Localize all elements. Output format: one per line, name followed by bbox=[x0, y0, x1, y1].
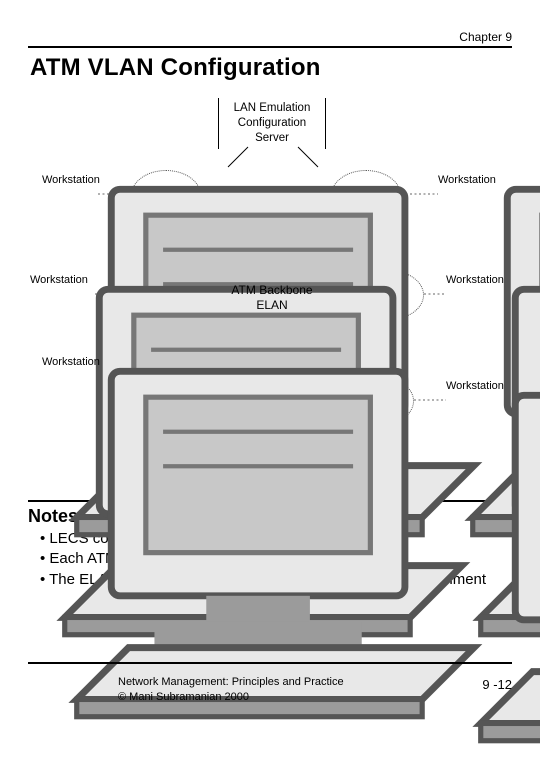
workstation: Workstation bbox=[42, 172, 114, 186]
workstation-icon bbox=[30, 272, 514, 652]
rule-bottom bbox=[28, 662, 512, 664]
backbone-label: ATM Backbone ELAN bbox=[217, 283, 327, 313]
notes-heading: Notes bbox=[28, 506, 512, 527]
workstation: Workstation bbox=[446, 378, 518, 392]
backbone-line: ATM Backbone bbox=[217, 283, 327, 298]
page-number: 9 -12 bbox=[482, 677, 512, 692]
workstation-icon bbox=[446, 272, 540, 652]
workstation-icon bbox=[438, 172, 540, 552]
workstation: Workstation bbox=[42, 354, 114, 368]
workstation-label: Workstation bbox=[446, 274, 518, 286]
rule-mid bbox=[28, 500, 512, 502]
page-title: ATM VLAN Configuration bbox=[30, 54, 512, 82]
note-item: • Each ATM switch has an interface to AT… bbox=[32, 549, 512, 569]
workstation: Workstation bbox=[446, 272, 518, 286]
vlan-node: VLAN bbox=[354, 270, 424, 320]
workstation-label: Workstation bbox=[42, 174, 114, 186]
footer: 9 -12 Network Management: Principles and… bbox=[28, 675, 512, 704]
lecs-line: LAN Emulation bbox=[223, 101, 321, 116]
vlan-node: VLAN bbox=[344, 376, 414, 426]
chapter-label: Chapter 9 bbox=[28, 30, 512, 44]
footer-line: © Mani Subramanian 2000 bbox=[118, 690, 512, 704]
backbone-line: ELAN bbox=[217, 298, 327, 313]
workstation-label: Workstation bbox=[446, 380, 518, 392]
diagram: LAN Emulation Configuration Server VLAN V… bbox=[28, 92, 512, 472]
note-item: • The ELAN backbone and all LANs on it a… bbox=[32, 570, 512, 590]
note-item: • LECS configured to form VLAN groups bbox=[32, 529, 512, 549]
workstation-label: Workstation bbox=[30, 274, 102, 286]
workstation: Workstation bbox=[30, 272, 102, 286]
lecs-line: Configuration bbox=[223, 116, 321, 131]
notes-list: • LECS configured to form VLAN groups• E… bbox=[32, 529, 512, 590]
vlan-node: VLAN bbox=[131, 354, 201, 404]
workstation-label: Workstation bbox=[438, 174, 510, 186]
workstation: Workstation bbox=[438, 172, 510, 186]
rule-top bbox=[28, 46, 512, 48]
lecs-line: Server bbox=[223, 131, 321, 146]
lecs-box: LAN Emulation Configuration Server bbox=[218, 98, 326, 149]
vlan-node: VLAN bbox=[118, 270, 188, 320]
workstation-icon bbox=[42, 172, 526, 552]
footer-line: Network Management: Principles and Pract… bbox=[118, 675, 512, 689]
vlan-node: VLAN bbox=[331, 170, 401, 220]
vlan-node: VLAN bbox=[131, 170, 201, 220]
workstation-label: Workstation bbox=[42, 356, 114, 368]
figure-caption: Figure 9. 8 ATM VLAN Configuration bbox=[28, 480, 512, 494]
